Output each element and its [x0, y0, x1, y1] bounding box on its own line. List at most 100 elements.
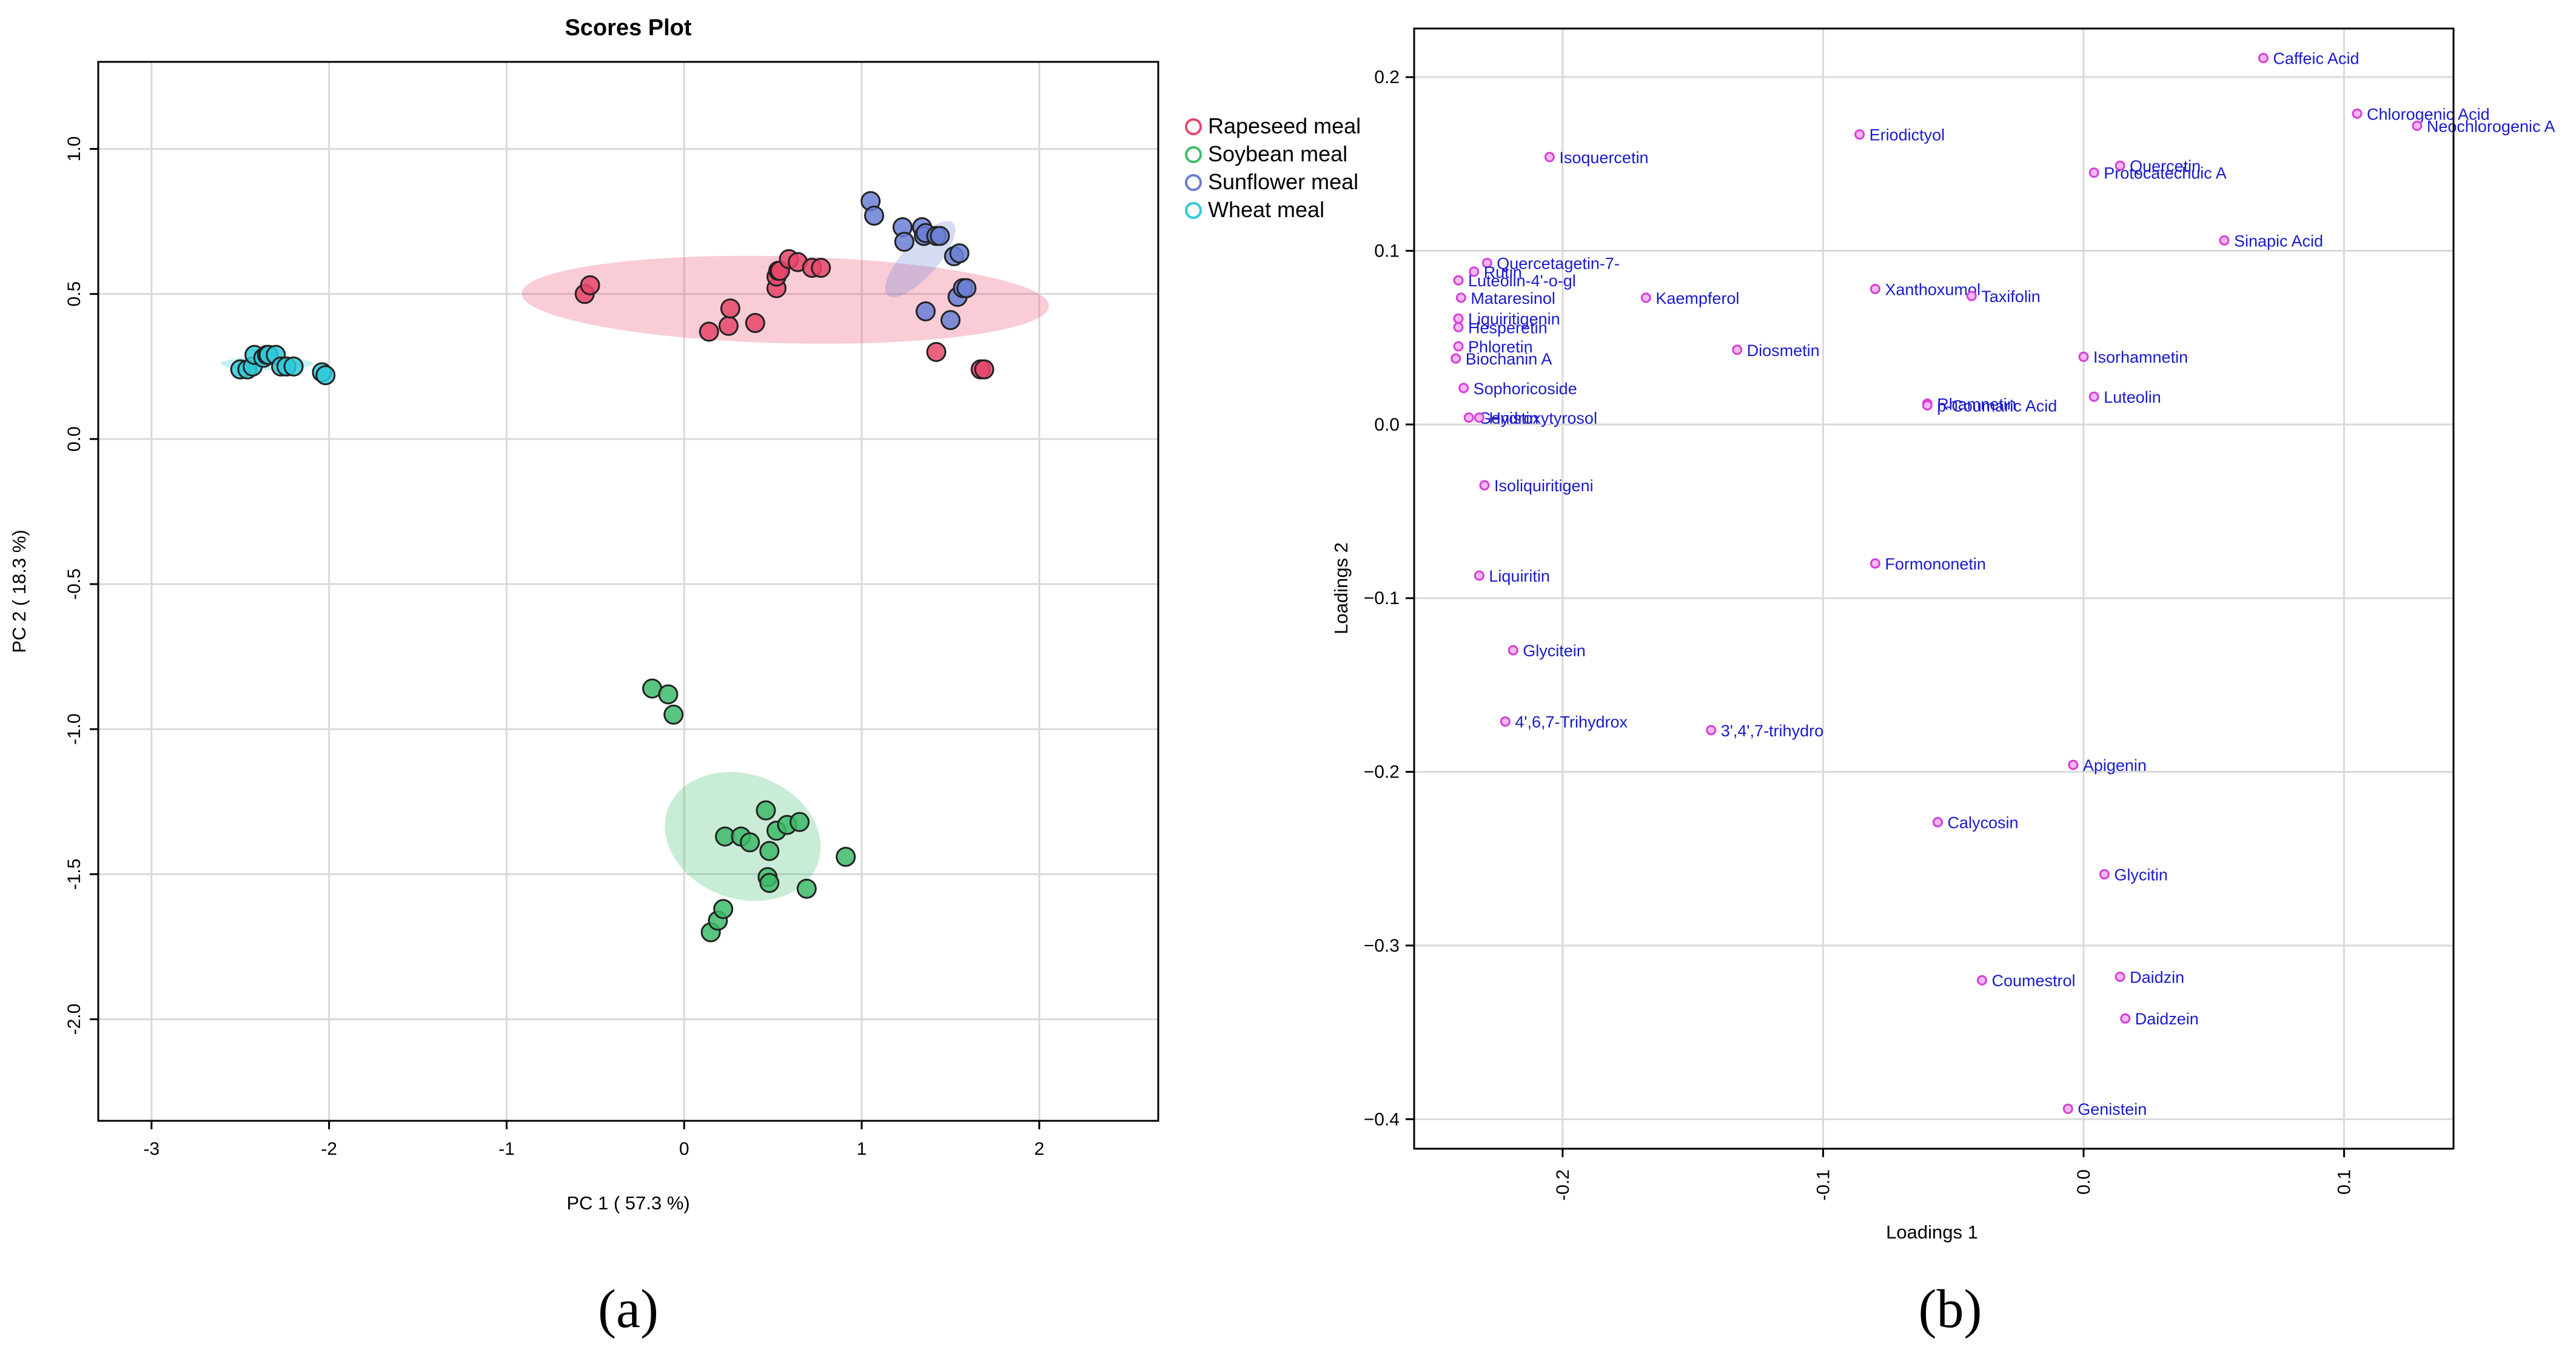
scores-y-tick-label-0: -2.0 — [64, 1004, 84, 1035]
loading-point-eriodictyol — [1854, 129, 1865, 140]
loading-label-xanthoxumol: Xanthoxumol — [1885, 281, 1981, 299]
loadings-y-tick-label-4: 0.0 — [1374, 415, 1400, 435]
loading-point-sophoricoside — [1458, 383, 1469, 394]
point-soybean-meal-2 — [663, 704, 684, 725]
point-soybean-meal-17 — [836, 847, 856, 867]
point-sunflower-meal-10 — [940, 310, 961, 331]
loading-label-kaempferol: Kaempferol — [1655, 289, 1739, 307]
loadings-y-tick-label-2: −0.2 — [1364, 762, 1400, 782]
loading-label-sinapic-acid: Sinapic Acid — [2234, 232, 2323, 250]
loading-label-biochanin-a: Biochanin A — [1466, 350, 1552, 368]
loading-point-protocatechuic-a — [2088, 167, 2099, 178]
loading-label-quercetin: Quercetin — [2130, 157, 2201, 175]
point-rapeseed-meal-13 — [811, 258, 831, 278]
point-soybean-meal-11 — [759, 841, 780, 861]
point-soybean-meal-9 — [756, 800, 776, 821]
point-soybean-meal-16 — [796, 878, 817, 899]
loading-point-genistein — [2062, 1103, 2073, 1114]
loading-point-rutin — [1469, 266, 1480, 277]
scores-x-axis: -3 -2 -1 0 1 2 — [143, 1121, 1044, 1159]
loading-label-glycitin: Glycitin — [2114, 866, 2168, 884]
loading-label-coumestrol: Coumestrol — [1991, 972, 2075, 990]
loading-point-calycosin — [1932, 817, 1943, 828]
loading-label-liquiritin: Liquiritin — [1489, 567, 1550, 585]
loadings-y-axis-title: Loadings 2 — [1330, 542, 1352, 634]
legend-marker-rapeseed-meal — [1185, 118, 1202, 135]
loadings-x-axis: -0.2 -0.1 0.0 0.1 — [1553, 1149, 2355, 1201]
loading-point-xanthoxumol — [1870, 284, 1880, 295]
point-soybean-meal-5 — [713, 899, 734, 919]
loading-point-liquiritin — [1474, 570, 1484, 581]
point-soybean-meal-12 — [759, 873, 780, 893]
loading-label-taxifolin: Taxifolin — [1981, 287, 2041, 306]
scores-x-tick-label-5: 2 — [1034, 1139, 1044, 1159]
loading-label-isorhamnetin: Isorhamnetin — [2093, 348, 2188, 366]
loading-point-isoquercetin — [1544, 152, 1555, 163]
loading-point-biochanin-a — [1451, 353, 1461, 364]
loading-point-4-6-7-trihydrox — [1500, 716, 1511, 727]
scores-y-axis-title: PC 2 ( 18.3 %) — [8, 529, 30, 653]
legend-label-sunflower-meal: Sunflower meal — [1208, 169, 1358, 194]
scores-plot-title: Scores Plot — [565, 15, 691, 41]
loading-point-diosmetin — [1732, 344, 1743, 355]
loading-point-formononetin — [1870, 558, 1880, 569]
loading-point-coumestrol — [1976, 975, 1987, 986]
loading-point-luteolin-4-o-gl — [1453, 275, 1464, 286]
point-rapeseed-meal-14 — [926, 341, 947, 362]
loading-label-hesperetin: Hesperetin — [1468, 319, 1548, 337]
loading-point-quercetin — [2115, 160, 2125, 171]
point-sunflower-meal-7 — [915, 301, 936, 321]
loadings-y-tick-label-3: −0.1 — [1364, 588, 1400, 608]
loading-point-phloretin — [1453, 341, 1464, 352]
point-sunflower-meal-9 — [930, 226, 950, 246]
loading-label-daidzin: Daidzin — [2130, 969, 2184, 987]
loading-label-diosmetin: Diosmetin — [1747, 341, 1820, 360]
loading-point-daidzin — [2115, 972, 2125, 983]
point-rapeseed-meal-5 — [745, 313, 765, 334]
loadings-y-tick-label-0: −0.4 — [1364, 1109, 1400, 1129]
loading-point-taxifolin — [1966, 291, 1977, 301]
loading-point-luteolin — [2088, 391, 2099, 402]
loading-label-glycitein: Glycitein — [1523, 642, 1586, 660]
point-rapeseed-meal-4 — [720, 298, 740, 319]
loading-point-quercetagetin-7 — [1481, 258, 1492, 269]
point-wheat-meal-12 — [315, 365, 336, 386]
point-sunflower-meal-13 — [949, 243, 970, 264]
panel-a-label: (a) — [598, 1279, 659, 1339]
scores-x-tick-label-0: -3 — [143, 1139, 159, 1159]
loading-label-liquiritigenin: Liquiritigenin — [1468, 310, 1560, 328]
loading-point-isorhamnetin — [2078, 351, 2089, 362]
scores-x-axis-title: PC 1 ( 57.3 %) — [566, 1192, 689, 1214]
loading-point-3-4-7-trihydro — [1706, 725, 1717, 736]
loading-point-chlorogenic-acid — [2352, 108, 2363, 119]
legend-marker-wheat-meal — [1185, 202, 1202, 219]
loading-point-apigenin — [2068, 759, 2079, 770]
loading-label-chlorogenic-acid: Chlorogenic Acid — [2367, 105, 2490, 123]
point-soybean-meal-15 — [790, 812, 810, 832]
legend-label-wheat-meal: Wheat meal — [1208, 197, 1324, 222]
loadings-y-tick-label-1: −0.3 — [1364, 936, 1400, 956]
loading-label-luteolin-4-o-gl: Luteolin-4'-o-gl — [1468, 272, 1576, 290]
loadings-plot: Caffeic Acid Chlorogenic AcidNeochlorogen… — [1330, 27, 2555, 1243]
loadings-points: Caffeic Acid Chlorogenic AcidNeochlorogen… — [1451, 50, 2555, 1118]
loading-point-glycitin — [2099, 869, 2110, 880]
loadings-y-tick-label-5: 0.1 — [1374, 241, 1400, 261]
point-rapeseed-meal-16 — [974, 359, 995, 380]
loading-label-isoliquiritigeni: Isoliquiritigeni — [1494, 477, 1594, 495]
legend-marker-sunflower-meal — [1185, 174, 1202, 191]
point-sunflower-meal-1 — [864, 206, 885, 226]
scores-y-tick-label-6: 1.0 — [64, 136, 84, 162]
scores-grid — [98, 62, 1158, 1121]
scores-plot-frame — [97, 61, 1159, 1122]
point-rapeseed-meal-1 — [580, 275, 600, 295]
panel-b-label: (b) — [1919, 1279, 1982, 1339]
loading-point-sinapic-acid — [2219, 235, 2230, 246]
scores-y-tick-label-4: 0.0 — [64, 426, 84, 452]
loading-point-daidzein — [2120, 1013, 2131, 1024]
loading-point-caffeic-acid — [2258, 53, 2269, 64]
loading-point-kaempferol — [1640, 292, 1651, 303]
loading-label-rhamnetin: Rhamnetin — [1937, 395, 2016, 414]
loading-label-quercetagetin-7: Quercetagetin-7- — [1497, 255, 1620, 273]
loading-label-neochlorogenic-a: Neochlorogenic A — [2427, 117, 2555, 135]
